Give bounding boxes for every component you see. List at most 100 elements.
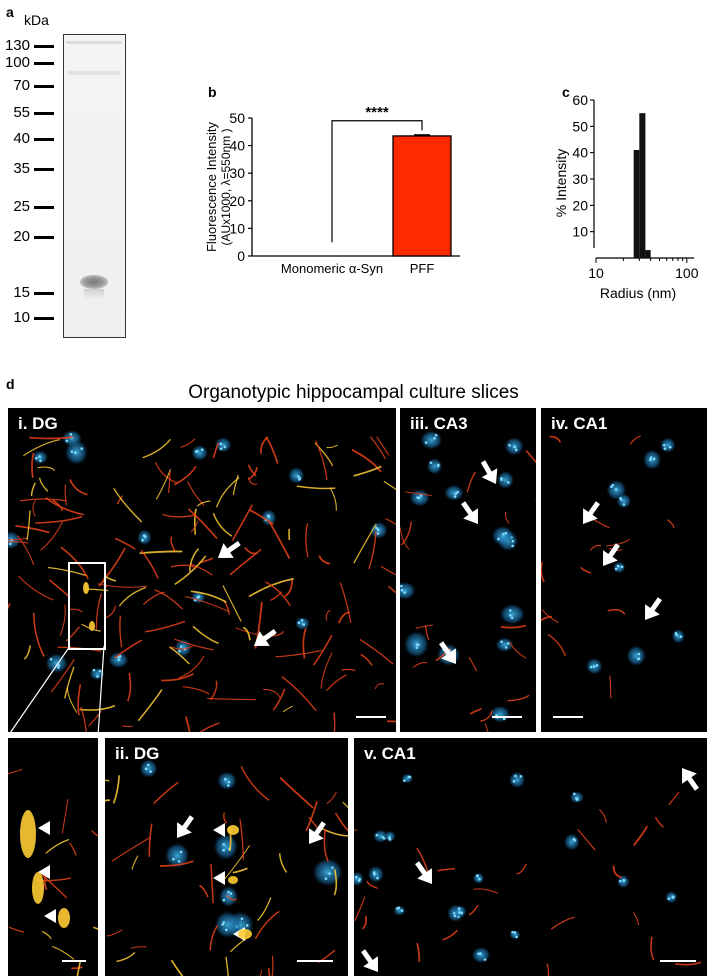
fibril [360, 653, 373, 666]
nucleus-spot [38, 455, 41, 458]
x-tick-label: PFF [410, 261, 435, 276]
fibril [612, 865, 622, 879]
nucleus-spot [222, 843, 225, 846]
fibril [383, 480, 396, 490]
micrograph-image [105, 759, 348, 976]
fibril [359, 638, 394, 665]
fibril [541, 615, 552, 622]
nucleus-spot [610, 485, 613, 489]
nucleus-spot [502, 717, 506, 721]
fibril [137, 689, 163, 722]
nucleus-spot [460, 911, 464, 915]
nucleus-spot [508, 444, 511, 447]
arrow-head [481, 468, 498, 484]
nucleus-spot [636, 657, 640, 661]
x-tick-label: 10 [588, 265, 604, 281]
fibril [629, 435, 641, 445]
nucleus-spot [49, 658, 53, 661]
fibril [174, 555, 207, 586]
fibril [190, 521, 199, 533]
fibril [161, 673, 194, 682]
fibril [353, 465, 382, 477]
nucleus-spot [616, 564, 620, 568]
fibril [633, 825, 648, 847]
nucleus-spot [400, 584, 403, 588]
fibril [199, 722, 220, 732]
nucleus [665, 890, 678, 904]
nucleus-spot [144, 767, 148, 771]
fibril [437, 867, 455, 872]
fibril [17, 575, 54, 601]
fibril [8, 926, 25, 933]
chart-b: 0 10 20 30 40 50 Fluorescence Intensity (AUx100… [204, 104, 460, 276]
arrow-head [363, 956, 378, 972]
fibril [368, 531, 377, 570]
fibril [47, 566, 88, 577]
x-axis-label: Radius (nm) [600, 285, 676, 301]
fibril [180, 438, 196, 448]
fibril [632, 912, 639, 926]
nucleus [499, 603, 526, 625]
fibril [190, 590, 227, 603]
fibril [326, 444, 338, 449]
nucleus-spot [504, 531, 508, 535]
nucleus-spot [637, 652, 641, 656]
nucleus-spot [403, 779, 406, 782]
nucleus-spot [434, 433, 438, 437]
y-axis-label: Fluorescence Intensity [204, 121, 219, 252]
fibril [668, 791, 680, 806]
fibril [160, 860, 194, 867]
nucleus-spot [453, 495, 457, 498]
fibril [351, 448, 382, 473]
fibril [171, 645, 193, 650]
fibril [466, 471, 476, 493]
nucleus-spot [80, 447, 83, 450]
fibril [169, 646, 191, 665]
scale-bar [553, 716, 583, 718]
fibril [232, 474, 239, 495]
fibril [80, 706, 87, 732]
fibril [116, 495, 124, 505]
fibril [284, 578, 294, 598]
fibril [8, 768, 23, 775]
nucleus-spot [663, 447, 667, 450]
arrow-head [645, 604, 660, 620]
nucleus-spot [622, 879, 626, 882]
nucleus-spot [429, 461, 433, 464]
ladder-marker [34, 62, 54, 65]
nucleus-spot [149, 770, 152, 773]
nucleus-spot [147, 763, 150, 767]
fibril [223, 812, 228, 824]
fibril [484, 723, 489, 732]
nucleus-spot [298, 477, 302, 480]
fibril [405, 491, 432, 496]
arrow-head [682, 768, 697, 784]
fibril [400, 521, 413, 546]
fibril [232, 867, 248, 874]
fibril [76, 961, 81, 976]
nucleus-spot [224, 777, 227, 781]
nucleus-spot [328, 872, 331, 875]
micrograph-inset [8, 738, 98, 976]
fibril [8, 541, 29, 544]
fibril [64, 666, 75, 699]
nucleus-spot [70, 450, 74, 453]
nucleus-spot [592, 665, 596, 668]
ladder-label: 15 [13, 284, 30, 301]
nucleus-spot [668, 445, 672, 449]
fibril [468, 904, 479, 916]
nucleus-spot [506, 642, 510, 645]
nucleus-spot [649, 456, 653, 459]
nucleus-spot [227, 890, 230, 894]
nucleus-spot [478, 878, 481, 881]
fibril [145, 620, 186, 633]
aggregate [89, 621, 95, 631]
panel-b-letter: b [208, 84, 217, 100]
nucleus-spot [375, 526, 378, 530]
nucleus-spot [92, 668, 96, 672]
arrow-head [309, 828, 324, 844]
arrow-head [463, 508, 478, 524]
fibril [170, 564, 197, 569]
aggregate [228, 876, 238, 884]
fibril [187, 481, 205, 506]
